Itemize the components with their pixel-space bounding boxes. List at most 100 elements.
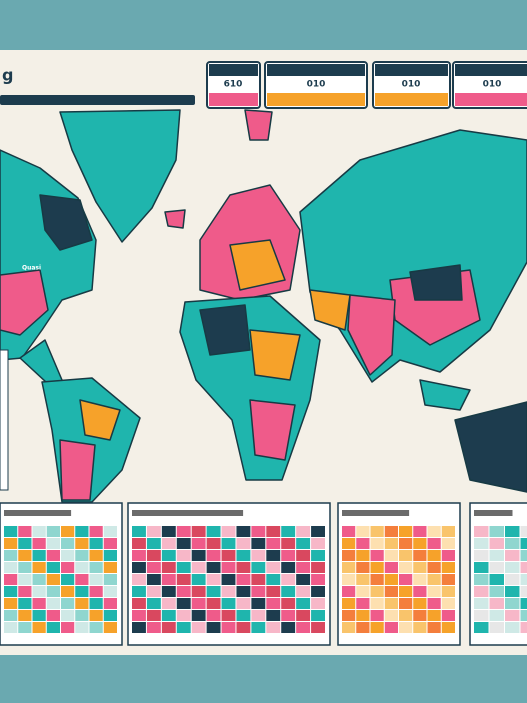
side-panel [0, 349, 9, 491]
table-cell [311, 574, 325, 585]
table-cell [520, 526, 527, 537]
table-cell [427, 562, 441, 573]
table-cell [370, 610, 384, 621]
table-cell [489, 598, 504, 609]
table-cell [281, 586, 296, 597]
table-cell [251, 538, 266, 549]
table-cell [46, 550, 60, 561]
table-cell [75, 622, 89, 633]
table-cell [4, 610, 18, 621]
table-cell [370, 622, 384, 633]
table-cell [18, 526, 32, 537]
table-cell [311, 610, 325, 621]
table-cell [370, 538, 384, 549]
table-cell [356, 574, 370, 585]
table-cell [384, 562, 398, 573]
table-cell [505, 598, 520, 609]
table-cell [251, 586, 266, 597]
table-cell [46, 586, 60, 597]
table-cell [103, 574, 117, 585]
table-cell [370, 550, 384, 561]
table-cell [520, 586, 527, 597]
table-cell [18, 610, 32, 621]
table-cell [236, 598, 251, 609]
table-cell [427, 574, 441, 585]
table-cell [505, 550, 520, 561]
table-cell [146, 622, 161, 633]
table-cell [384, 622, 398, 633]
table-cell [356, 562, 370, 573]
table-cell [206, 538, 221, 549]
table-cell [384, 586, 398, 597]
table-cell [311, 550, 325, 561]
table-cell [176, 574, 191, 585]
table-cell [103, 598, 117, 609]
table-cell [61, 550, 75, 561]
table-cell [191, 574, 206, 585]
table-cell [520, 598, 527, 609]
table-cell [296, 610, 311, 621]
table-cell [266, 562, 281, 573]
islands [419, 379, 471, 411]
table-cell [161, 538, 176, 549]
table-cell [413, 598, 427, 609]
table-cell [505, 610, 520, 621]
table-cell [311, 526, 325, 537]
table-cell [505, 586, 520, 597]
table-cell [441, 586, 455, 597]
table-cell [356, 610, 370, 621]
table-cell [281, 610, 296, 621]
table-cell [4, 538, 18, 549]
table-cell [46, 538, 60, 549]
kpi-foot [267, 93, 365, 106]
kpi-value: 010 [483, 80, 502, 90]
table-cell [266, 550, 281, 561]
table-cell [103, 526, 117, 537]
table-cell [75, 598, 89, 609]
table-cell [132, 610, 146, 621]
country [409, 264, 463, 301]
table-cell [161, 622, 176, 633]
table-cell [399, 574, 413, 585]
table-cell [61, 598, 75, 609]
table-cell [161, 586, 176, 597]
table-cell [4, 562, 18, 573]
table-cell [191, 550, 206, 561]
table-cell [221, 526, 236, 537]
table-cell [399, 562, 413, 573]
table-cell [236, 562, 251, 573]
country [249, 329, 301, 381]
kpi-head [455, 64, 527, 76]
table-cell [489, 610, 504, 621]
table-cell [89, 562, 103, 573]
table-header [342, 510, 410, 516]
table-cell [146, 538, 161, 549]
table-cell [281, 574, 296, 585]
table-cell [103, 610, 117, 621]
table-cell [18, 574, 32, 585]
table-cell [399, 598, 413, 609]
table-cell [296, 562, 311, 573]
table-cell [236, 526, 251, 537]
header-bar [0, 95, 195, 105]
table-cell [399, 526, 413, 537]
country [0, 269, 49, 336]
table-cell [505, 526, 520, 537]
table-cell [251, 562, 266, 573]
table-cell [413, 562, 427, 573]
table-cell [311, 622, 325, 633]
table-cell [206, 622, 221, 633]
table-cell [281, 550, 296, 561]
table-cell [176, 538, 191, 549]
table-cell [75, 586, 89, 597]
table-cell [146, 526, 161, 537]
table-cell [18, 598, 32, 609]
table-cell [89, 586, 103, 597]
table-cell [221, 574, 236, 585]
title: g [2, 66, 13, 85]
table-cell [356, 550, 370, 561]
table-cell [4, 586, 18, 597]
table-cell [236, 550, 251, 561]
table-cell [18, 538, 32, 549]
kpi-value: 010 [402, 80, 421, 90]
